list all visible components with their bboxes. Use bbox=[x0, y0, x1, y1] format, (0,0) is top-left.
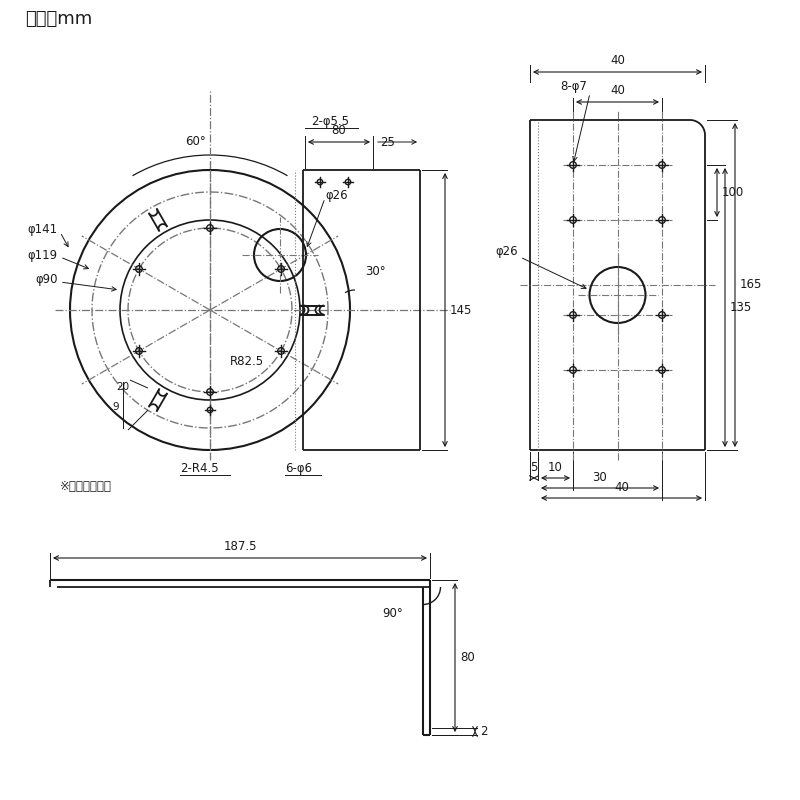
Text: φ141: φ141 bbox=[28, 223, 58, 237]
Text: φ119: φ119 bbox=[28, 249, 58, 262]
Text: 10: 10 bbox=[548, 461, 563, 474]
Text: 6-φ6: 6-φ6 bbox=[285, 462, 312, 475]
Text: 2: 2 bbox=[480, 725, 487, 738]
Text: 80: 80 bbox=[332, 124, 346, 137]
Text: φ26: φ26 bbox=[495, 245, 518, 258]
Text: 30°: 30° bbox=[365, 265, 386, 278]
Text: R82.5: R82.5 bbox=[230, 355, 264, 368]
Text: 40: 40 bbox=[610, 54, 625, 67]
Text: 60°: 60° bbox=[185, 135, 206, 148]
Text: 9: 9 bbox=[113, 402, 119, 412]
Text: 145: 145 bbox=[450, 303, 472, 317]
Text: 5: 5 bbox=[530, 461, 538, 474]
Text: φ90: φ90 bbox=[35, 274, 58, 286]
Text: 2-R4.5: 2-R4.5 bbox=[180, 462, 218, 475]
Text: 8-φ7: 8-φ7 bbox=[560, 80, 587, 93]
Text: 20: 20 bbox=[117, 382, 130, 392]
Text: 135: 135 bbox=[730, 301, 752, 314]
Text: 100: 100 bbox=[722, 186, 744, 199]
Text: 40: 40 bbox=[614, 481, 629, 494]
Text: 80: 80 bbox=[460, 651, 474, 664]
Text: 187.5: 187.5 bbox=[223, 540, 257, 553]
Text: 90°: 90° bbox=[382, 607, 403, 620]
Text: 40: 40 bbox=[610, 84, 625, 97]
Text: ※３ケ所同形状: ※３ケ所同形状 bbox=[60, 480, 112, 493]
Text: 25: 25 bbox=[380, 135, 395, 149]
Text: 30: 30 bbox=[593, 471, 607, 484]
Text: 165: 165 bbox=[740, 278, 762, 291]
Text: 2-φ5.5: 2-φ5.5 bbox=[311, 115, 349, 128]
Text: φ26: φ26 bbox=[325, 189, 348, 202]
Text: 単位：mm: 単位：mm bbox=[25, 10, 92, 28]
